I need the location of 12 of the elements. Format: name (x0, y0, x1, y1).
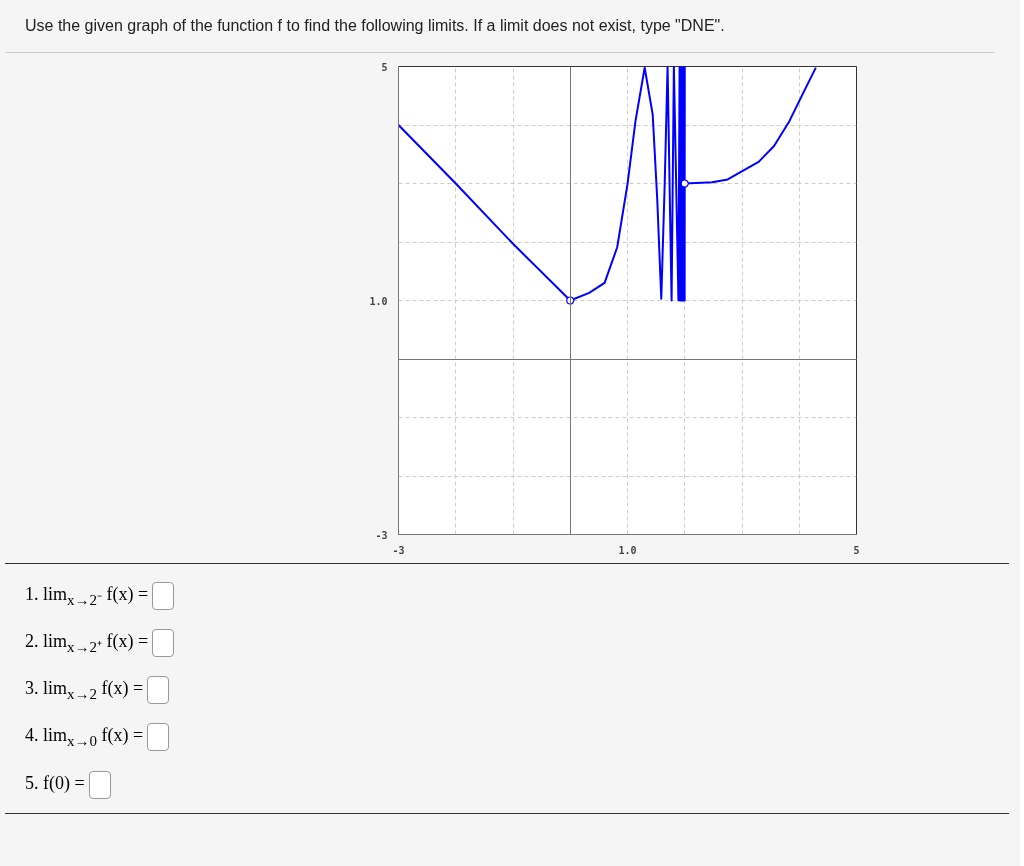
text: 1. lim$_{x→2⁻}$ f(x) = (25, 583, 150, 610)
text: 3. lim$_{x→2}$ f(x) = (25, 677, 145, 704)
y-tick-label: -3 (375, 529, 388, 541)
y-tick-label: 1.0 (369, 295, 388, 307)
x-tick-label: 1.0 (618, 544, 637, 556)
text: 2. lim$_{x→2⁺}$ f(x) = (25, 630, 150, 657)
text: 4. lim$_{x→0}$ f(x) = (25, 724, 145, 752)
x-tick-label: -3 (392, 544, 405, 556)
chart-title: Use the given graph of the function f to find the following limits. If a limit does not exist, type "DNE". (5, 5, 995, 53)
x-tick-label: 5 (853, 544, 860, 556)
text: 5. f(0) = (25, 771, 86, 795)
y-tick-label: 5 (381, 61, 388, 73)
